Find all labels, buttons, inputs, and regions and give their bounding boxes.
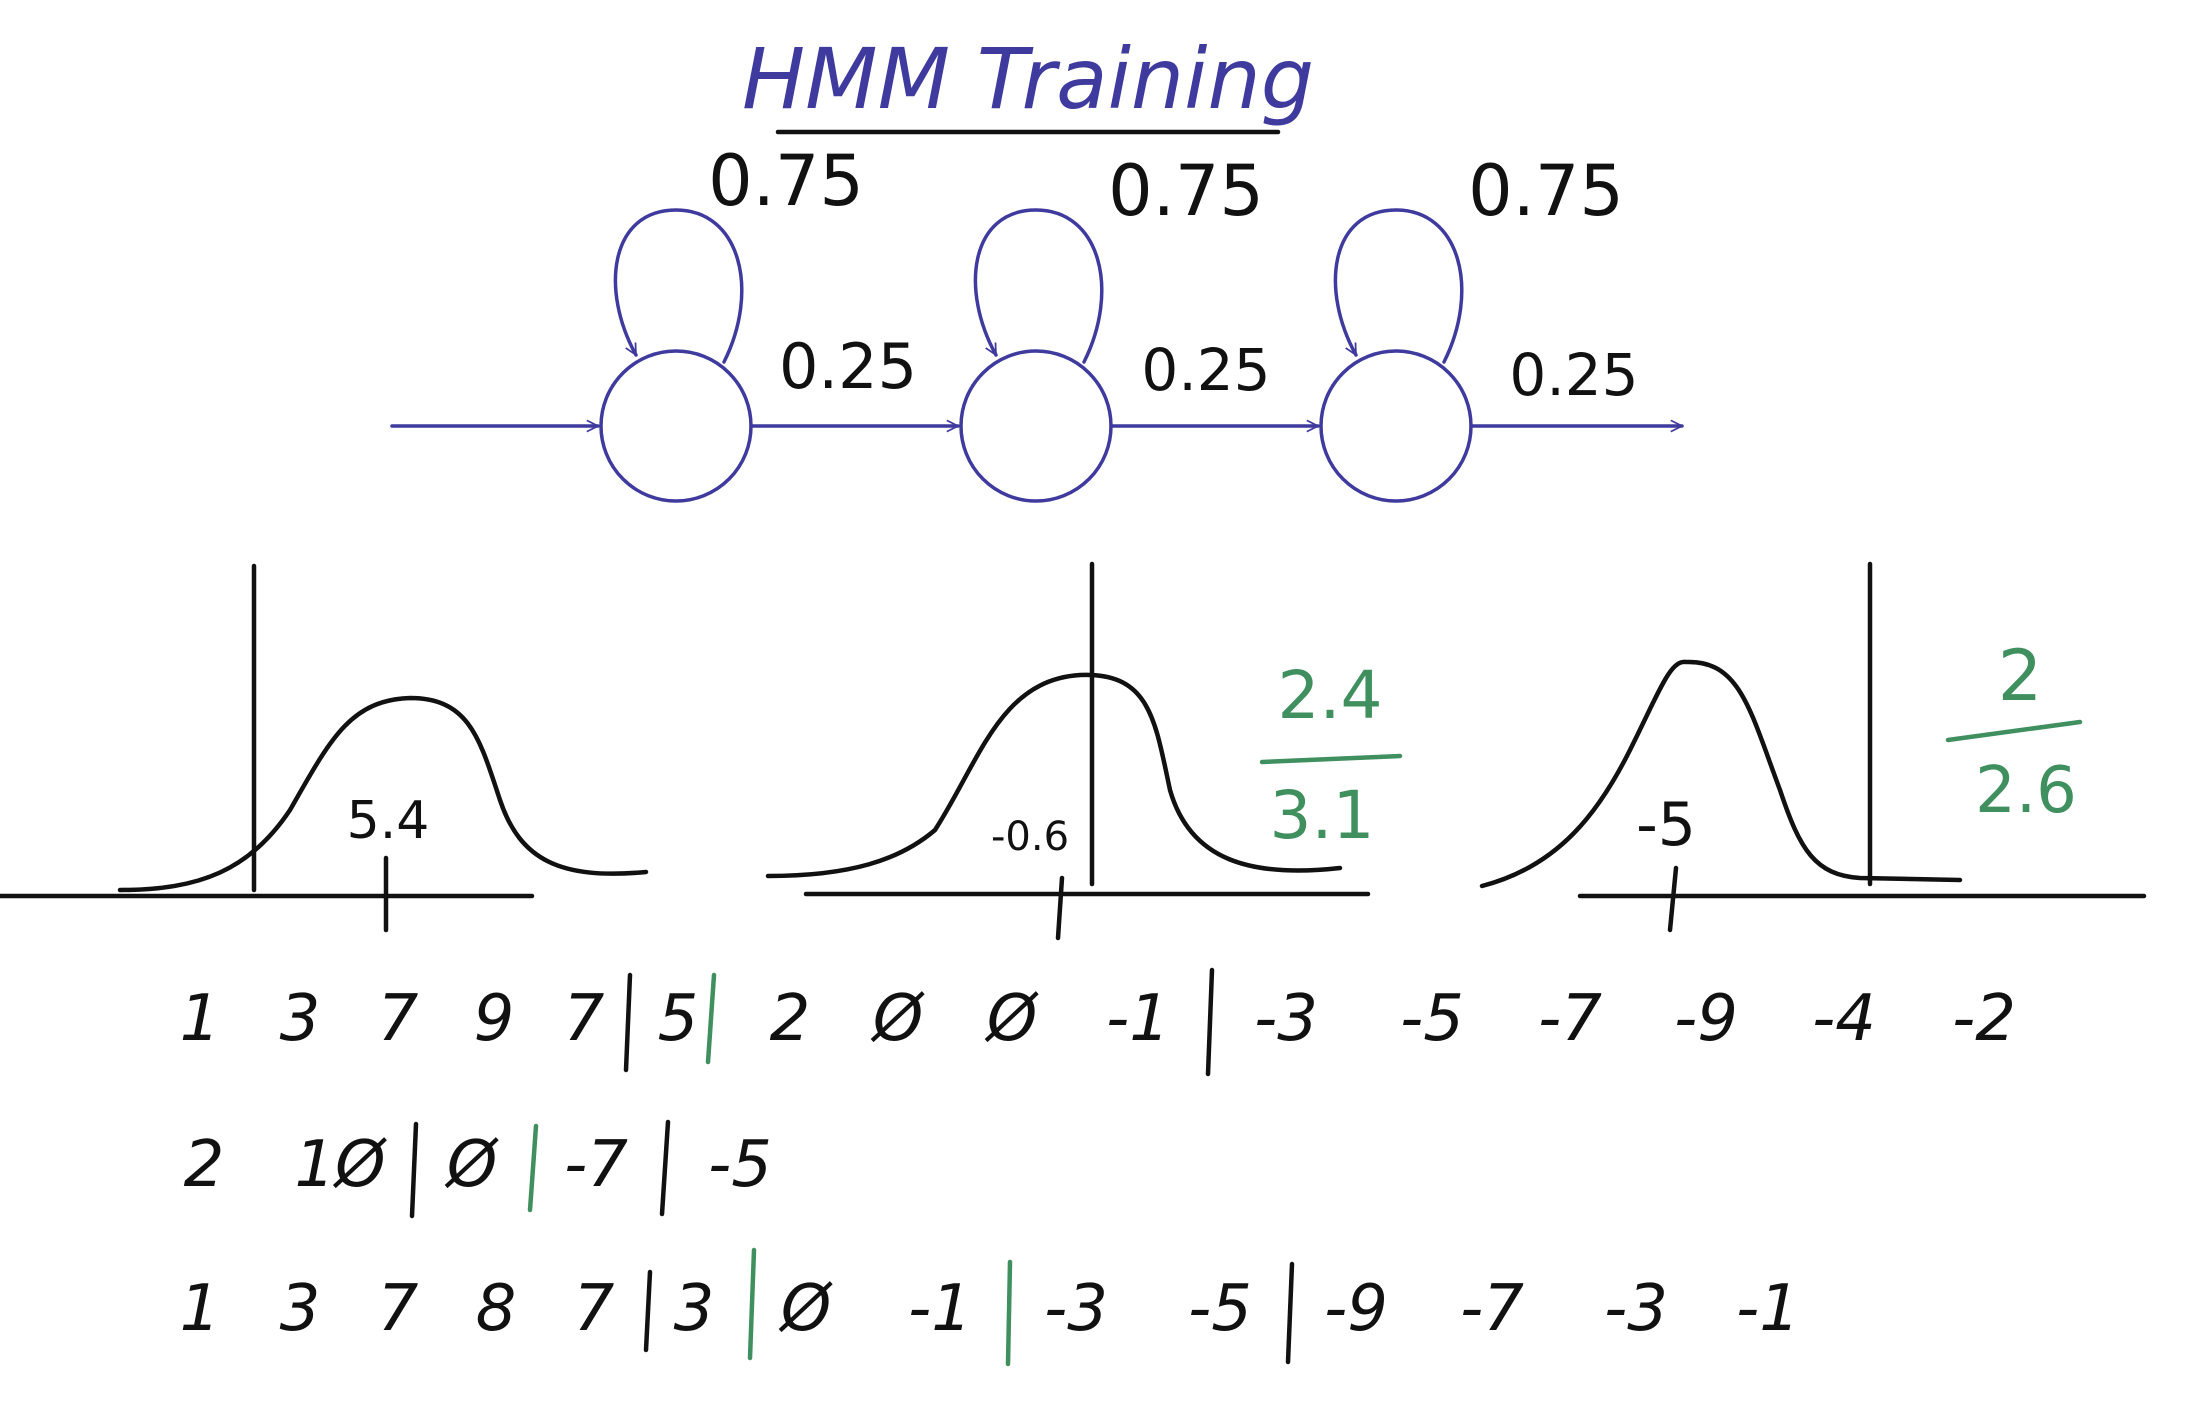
state-3-node [1319,349,1473,503]
self-loop-3 [1333,208,1464,364]
gaussian-3: -5 2 2.6 [1479,561,2147,933]
sequence-value: 8 [476,1272,517,1346]
self-loop-2 [973,208,1104,364]
gaussian-2-fraction-bar [1259,753,1403,765]
sequence-value: -9 [1324,1272,1388,1346]
state-1-node [599,349,753,503]
sequence-value: 5 [658,982,699,1056]
sequence-value: 7 [564,982,605,1056]
gaussian-1: 5.4 [0,563,649,933]
segment-divider [1285,1261,1295,1365]
self-loop-1 [613,208,744,364]
sequence-value: Ø [984,982,1039,1056]
transition-prob-1: 0.25 [779,330,917,403]
gaussian-2-note-top: 2.4 [1278,657,1383,734]
sequence-row-3: 1 3 7 8 7 3 Ø -1 -3 -5 -9 -7 -3 -1 [180,1247,1800,1367]
sequence-value: 7 [378,982,419,1056]
sequence-value: -5 [1188,1272,1252,1346]
sequence-value: 3 [280,1272,321,1346]
transition-prob-3: 0.25 [1509,341,1638,409]
sequence-value: -3 [1604,1272,1668,1346]
sequence-value: -1 [908,1272,972,1346]
transition-prob-2: 0.25 [1141,336,1270,404]
gaussian-2-curve [765,672,1343,879]
segment-divider-green [1005,1259,1013,1367]
sequence-value: Ø [870,982,925,1056]
sequence-value: -5 [708,1128,772,1202]
gaussian-3-mean-tick [1667,865,1679,933]
sequence-value: -9 [1674,982,1738,1056]
sequence-value: 7 [574,1272,615,1346]
sequence-value: -2 [1952,982,2016,1056]
gaussian-3-mean-label: -5 [1636,790,1696,860]
gaussian-3-note-bottom: 2.6 [1975,754,2077,828]
self-loop-prob-1: 0.75 [708,140,864,222]
sequence-value: -1 [1106,982,1170,1056]
sequence-value: 1 [180,1272,221,1346]
segment-divider-green [747,1247,757,1361]
segment-divider-green [705,972,717,1065]
self-loop-prob-3: 0.75 [1468,150,1624,232]
sequence-value: 7 [378,1272,419,1346]
sequence-value: 2 [770,982,811,1056]
sequence-value: 3 [280,982,321,1056]
sequence-value: 9 [474,982,515,1056]
segment-divider [659,1119,671,1217]
self-loop-prob-2: 0.75 [1108,150,1264,232]
sequence-value: -4 [1812,982,1876,1056]
sequence-value: 1 [180,982,221,1056]
sequence-value: -1 [1736,1272,1800,1346]
sequence-value: Ø [444,1128,499,1202]
sequence-value: -3 [1044,1272,1108,1346]
diagram-title: HMM Training [742,30,1314,128]
sequence-value: 1Ø [294,1128,387,1202]
gaussian-2-mean-tick [1055,875,1065,941]
gaussian-2: -0.6 2.4 3.1 [765,561,1403,941]
gaussian-1-mean-label: 5.4 [347,791,430,851]
sequence-row-1: 1 3 7 9 7 5 2 Ø Ø -1 -3 -5 -7 -9 -4 -2 [180,967,2016,1077]
gaussian-3-curve [1479,659,1963,889]
sequence-value: -7 [564,1128,628,1202]
state-2-node [959,349,1113,503]
sequence-value: 2 [184,1128,225,1202]
sequence-value: -5 [1400,982,1464,1056]
segment-divider [409,1121,419,1219]
segment-divider-green [527,1123,539,1213]
segment-divider [623,972,633,1073]
segment-divider [1205,967,1215,1077]
gaussian-3-note-top: 2 [1998,635,2043,717]
sequence-value: -7 [1460,1272,1524,1346]
sequence-value: 3 [674,1272,715,1346]
sequence-value: -7 [1538,982,1602,1056]
segment-divider [643,1269,653,1353]
gaussian-2-note-bottom: 3.1 [1270,777,1375,854]
sequence-value: -3 [1254,982,1318,1056]
sequence-value: Ø [778,1272,833,1346]
gaussian-1-curve [117,695,649,893]
gaussian-2-mean-label: -0.6 [991,814,1069,860]
sequence-row-2: 2 1Ø Ø -7 -5 [184,1119,772,1219]
gaussian-3-fraction-bar [1945,719,2083,743]
